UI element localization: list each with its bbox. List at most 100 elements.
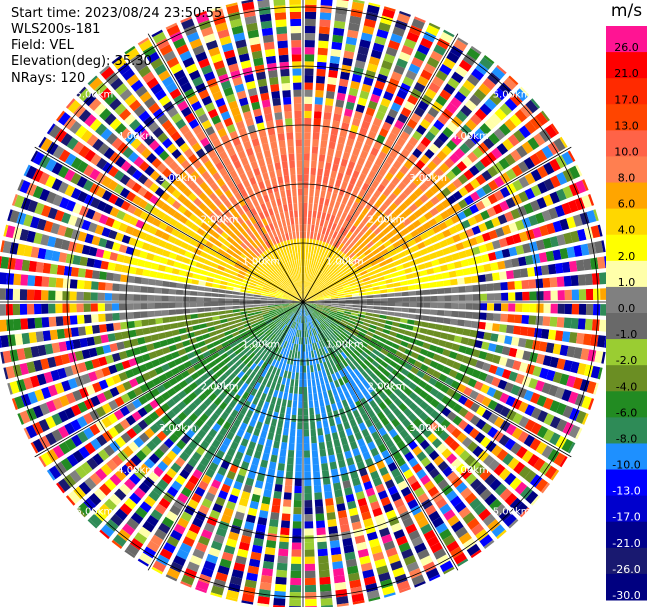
velocity-gate <box>405 523 418 535</box>
velocity-gate <box>317 54 328 63</box>
velocity-gate <box>196 291 205 297</box>
velocity-gate <box>265 540 277 549</box>
velocity-gate <box>477 450 490 462</box>
velocity-gate <box>258 414 266 423</box>
velocity-gate <box>419 154 430 165</box>
velocity-gate <box>431 259 440 267</box>
velocity-gate <box>484 374 495 385</box>
velocity-gate <box>398 402 408 412</box>
velocity-gate <box>444 302 452 309</box>
velocity-gate <box>363 480 373 491</box>
velocity-gate <box>483 55 495 65</box>
velocity-gate <box>385 439 395 449</box>
velocity-gate <box>361 225 369 234</box>
velocity-gate <box>304 521 314 529</box>
velocity-gate <box>550 123 560 135</box>
velocity-gate <box>525 99 539 114</box>
velocity-gate <box>454 445 466 457</box>
velocity-gate <box>370 49 383 60</box>
velocity-gate <box>315 513 325 522</box>
velocity-gate <box>513 461 526 475</box>
velocity-gate <box>329 237 335 246</box>
velocity-gate <box>303 295 305 302</box>
velocity-gate <box>315 334 321 342</box>
velocity-gate <box>521 450 534 463</box>
velocity-gate <box>393 378 402 387</box>
velocity-gate <box>277 346 283 354</box>
velocity-gate <box>320 597 333 606</box>
velocity-gate <box>362 322 371 327</box>
velocity-gate <box>343 421 351 430</box>
velocity-gate <box>561 438 574 453</box>
velocity-gate <box>311 146 319 155</box>
velocity-gate <box>541 382 552 395</box>
velocity-gate <box>83 314 92 324</box>
velocity-gate <box>233 434 242 444</box>
velocity-gate <box>264 355 271 364</box>
velocity-gate <box>399 131 410 141</box>
velocity-gate <box>594 240 604 254</box>
velocity-gate <box>443 509 456 521</box>
velocity-gate <box>344 271 352 277</box>
velocity-gate <box>578 289 587 301</box>
velocity-gate <box>278 391 284 399</box>
velocity-gate <box>303 365 307 373</box>
velocity-gate <box>307 291 313 297</box>
velocity-gate <box>222 421 232 431</box>
velocity-gate <box>338 323 346 329</box>
velocity-gate <box>55 303 63 314</box>
velocity-gate <box>195 580 210 591</box>
velocity-gate <box>264 363 271 372</box>
velocity-gate <box>283 355 288 364</box>
velocity-gate <box>329 199 336 208</box>
velocity-gate <box>564 303 573 315</box>
velocity-gate <box>287 319 293 327</box>
velocity-gate <box>441 272 450 279</box>
velocity-gate <box>441 325 450 332</box>
velocity-gate <box>545 369 556 382</box>
velocity-gate <box>424 405 435 415</box>
velocity-gate <box>442 366 452 375</box>
velocity-gate <box>331 296 339 299</box>
velocity-gate <box>314 289 321 295</box>
velocity-gate <box>389 360 398 368</box>
velocity-gate <box>493 128 506 141</box>
velocity-gate <box>311 153 318 162</box>
velocity-gate <box>316 349 321 357</box>
velocity-gate <box>336 452 345 462</box>
velocity-gate <box>338 304 346 307</box>
velocity-gate <box>469 204 480 215</box>
velocity-gate <box>275 426 283 435</box>
velocity-gate <box>308 306 315 311</box>
velocity-gate <box>254 382 261 391</box>
velocity-gate <box>397 480 408 491</box>
velocity-gate <box>98 324 107 333</box>
velocity-gate <box>93 335 102 345</box>
velocity-gate <box>238 467 248 477</box>
velocity-gate <box>323 169 331 178</box>
velocity-gate <box>332 231 338 239</box>
velocity-gate <box>377 104 389 114</box>
velocity-gate <box>357 373 365 382</box>
velocity-gate <box>379 382 388 391</box>
velocity-gate <box>318 315 325 321</box>
velocity-gate <box>305 308 308 316</box>
velocity-gate <box>499 271 508 280</box>
velocity-gate <box>308 293 315 298</box>
velocity-gate <box>505 168 517 181</box>
velocity-gate <box>402 262 411 269</box>
velocity-gate <box>313 485 322 493</box>
velocity-gate <box>458 363 468 373</box>
velocity-gate <box>542 355 552 367</box>
velocity-gate <box>280 339 286 348</box>
velocity-gate <box>292 400 298 409</box>
velocity-gate <box>403 407 413 418</box>
velocity-gate <box>437 295 445 302</box>
velocity-gate <box>527 137 540 151</box>
velocity-gate <box>345 259 353 267</box>
velocity-gate <box>445 236 455 246</box>
velocity-gate <box>320 265 326 273</box>
velocity-gate <box>245 447 254 457</box>
velocity-gate <box>286 356 291 365</box>
velocity-gate <box>464 99 477 112</box>
